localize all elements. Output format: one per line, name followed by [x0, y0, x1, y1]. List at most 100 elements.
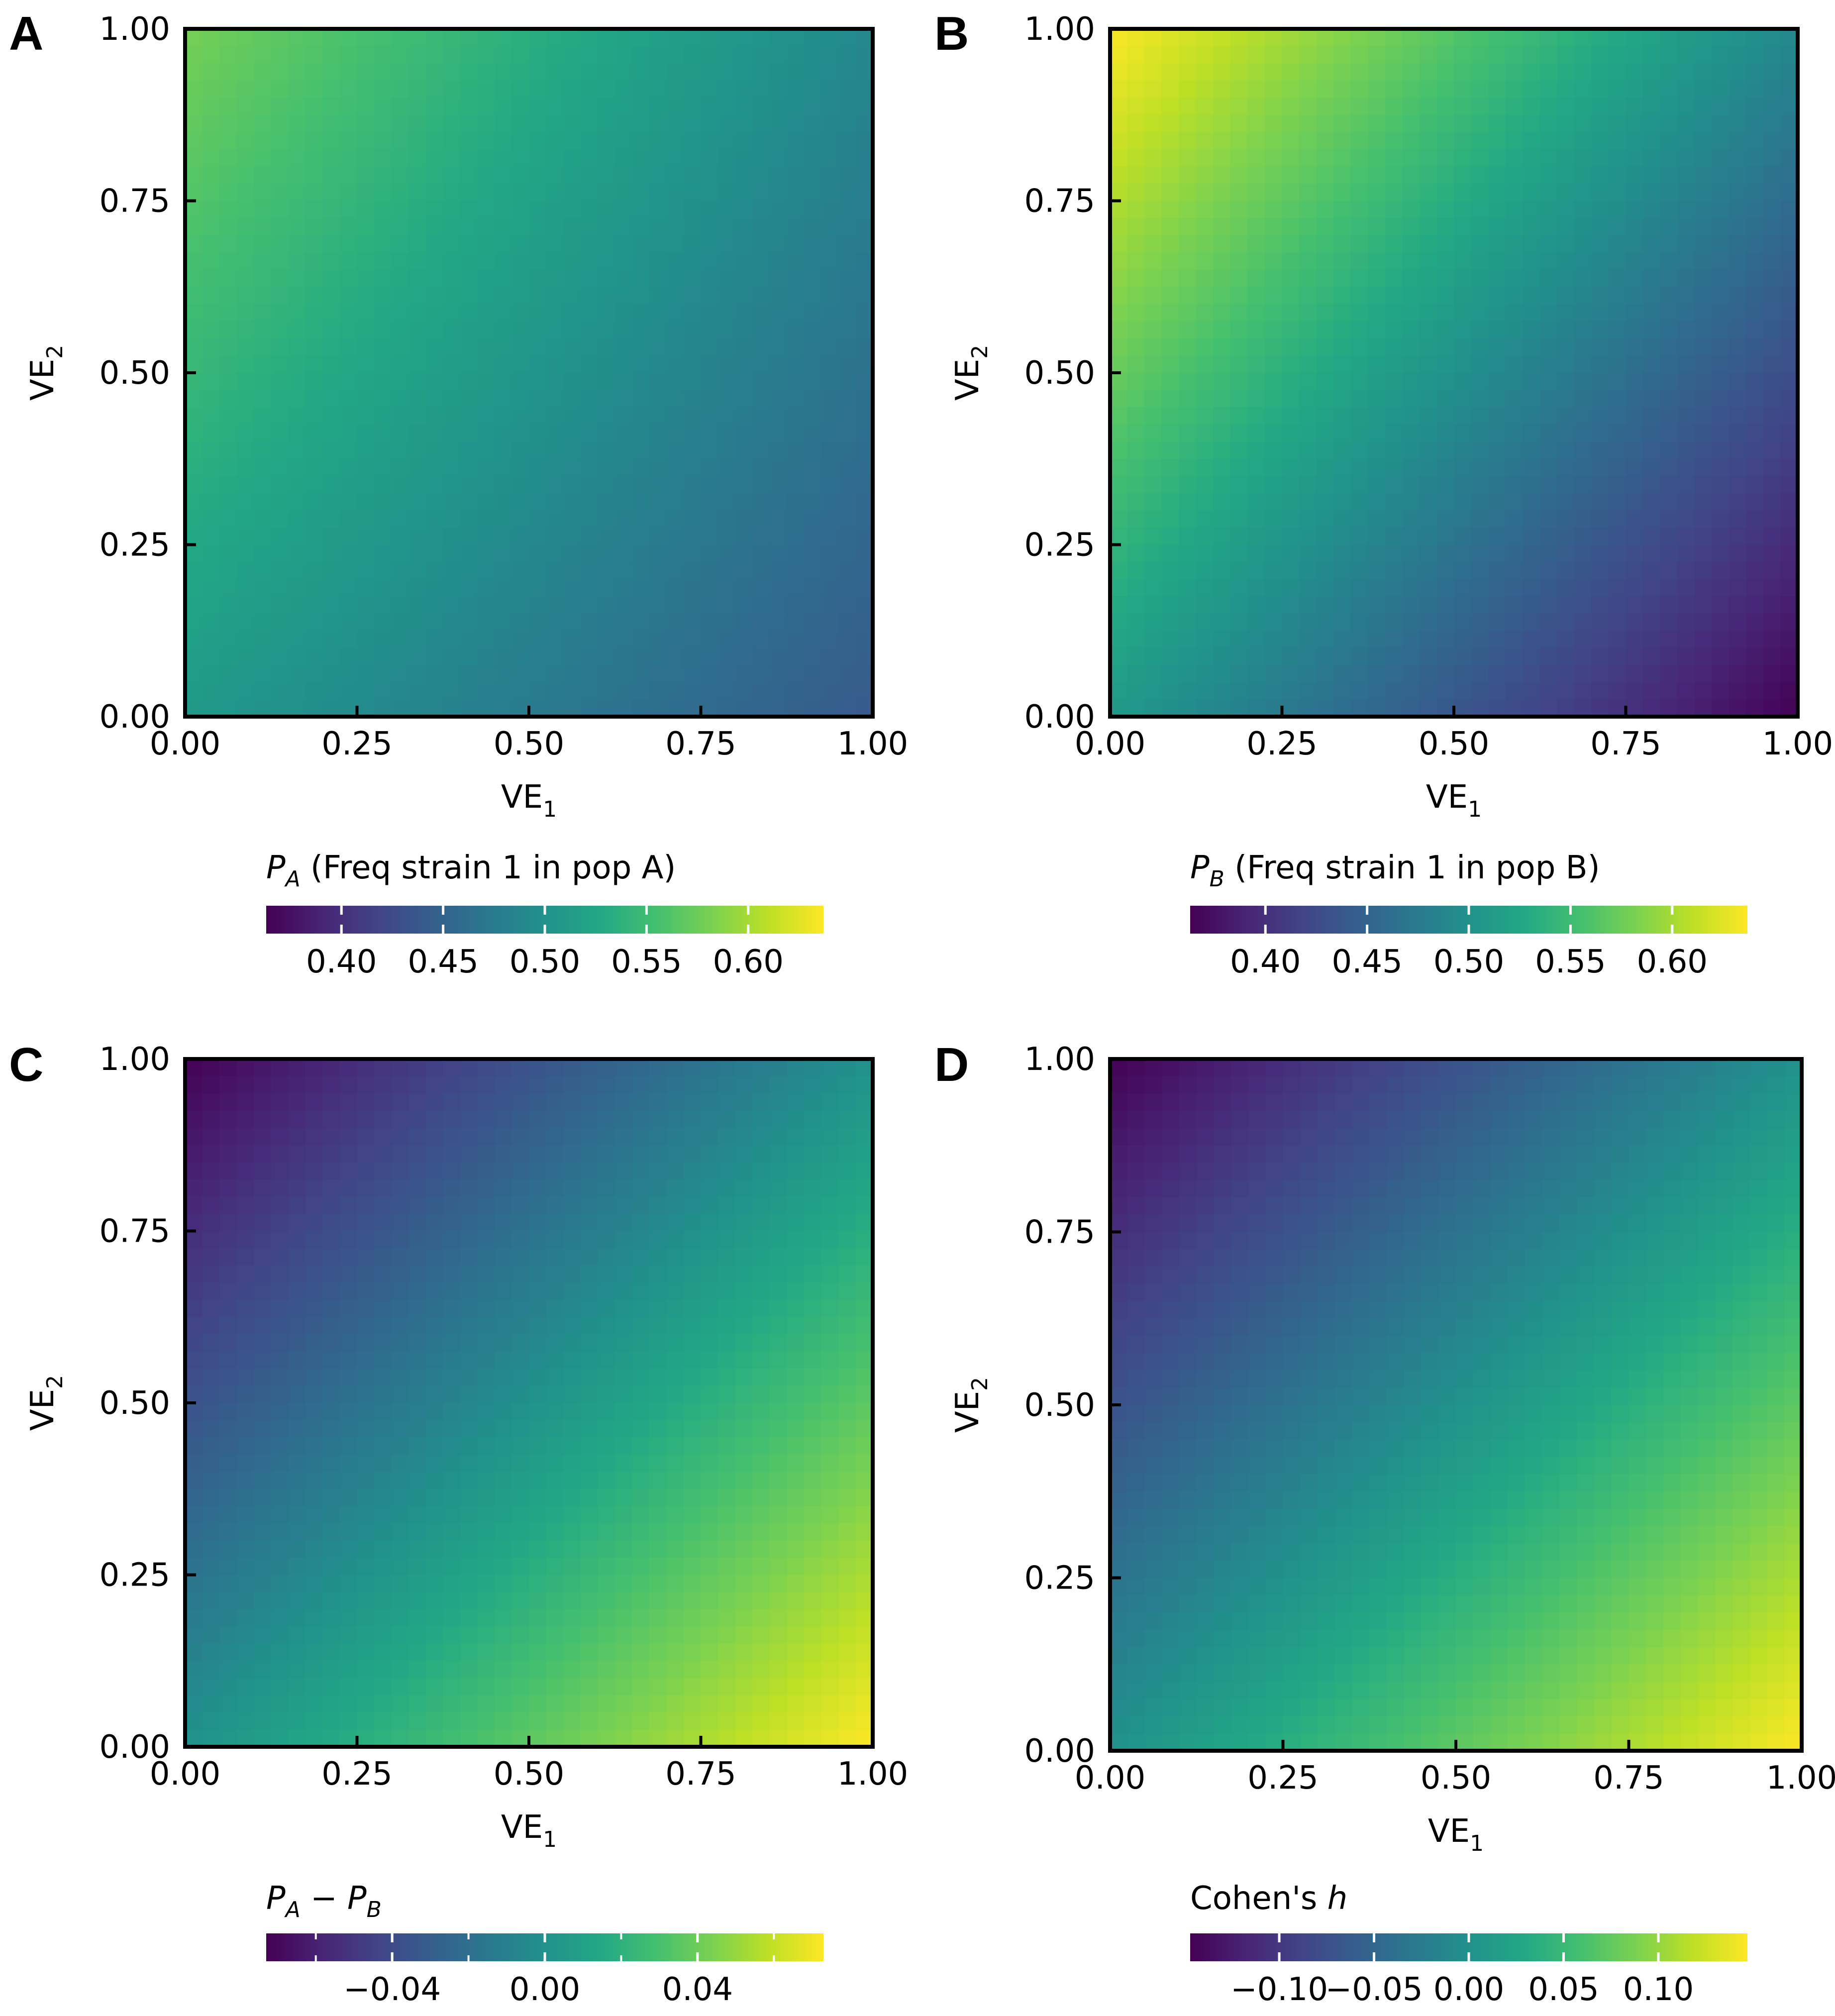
heatmap-cell [202, 373, 220, 391]
heatmap-cell [563, 390, 581, 408]
heatmap-cell [683, 1488, 702, 1507]
heatmap-cell [855, 304, 873, 322]
heatmap-cell [374, 493, 392, 511]
heatmap-cell [1677, 338, 1695, 356]
heatmap-cell [1282, 510, 1300, 528]
heatmap-cell [1746, 321, 1764, 339]
heatmap-cell [1557, 287, 1575, 305]
heatmap-cell [821, 1145, 839, 1163]
heatmap-cell [339, 562, 358, 580]
heatmap-cell [374, 1145, 392, 1163]
heatmap-cell [271, 458, 289, 477]
heatmap-cell [460, 1695, 478, 1713]
heatmap-cell [701, 1076, 718, 1094]
heatmap-cell [1333, 80, 1351, 98]
heatmap-cell [185, 269, 203, 288]
heatmap-cell [460, 218, 478, 236]
heatmap-cell [477, 235, 495, 253]
heatmap-cell [529, 1179, 547, 1197]
heatmap-cell [254, 1472, 272, 1489]
heatmap-cell [1454, 390, 1472, 408]
heatmap-cell [821, 218, 839, 236]
heatmap-cell [1144, 235, 1162, 253]
heatmap-cell [649, 1213, 667, 1232]
heatmap-cell [339, 1678, 358, 1696]
heatmap-cell [322, 355, 340, 373]
heatmap-cell [752, 1643, 770, 1662]
heatmap-cell [1780, 699, 1798, 717]
heatmap-cell [666, 269, 684, 288]
heatmap-cell [305, 1472, 323, 1489]
heatmap-cell [1454, 269, 1472, 288]
heatmap-cell [1127, 201, 1145, 218]
heatmap-cell [322, 562, 340, 580]
heatmap-cell [288, 132, 306, 150]
heatmap-cell [614, 1729, 633, 1747]
heatmap-cell [339, 1540, 358, 1558]
heatmap-cell [1677, 544, 1695, 562]
heatmap-cell [1591, 80, 1609, 98]
heatmap-cell [1385, 562, 1403, 580]
heatmap-cell [1161, 424, 1179, 442]
heatmap-cell [666, 613, 684, 632]
heatmap-cell [563, 1523, 581, 1541]
heatmap-cell [821, 699, 839, 717]
heatmap-cell [683, 562, 702, 580]
heatmap-cell [1179, 544, 1197, 562]
heatmap-cell [855, 29, 873, 47]
heatmap-cell [855, 1110, 873, 1128]
heatmap-cell [1780, 424, 1798, 442]
heatmap-cell [425, 1420, 444, 1438]
heatmap-cell [1282, 218, 1300, 236]
heatmap-cell [787, 1334, 805, 1352]
heatmap-cell [632, 476, 650, 494]
heatmap-cell [1161, 46, 1179, 64]
heatmap-cell [1127, 269, 1145, 288]
heatmap-cell [735, 304, 753, 322]
heatmap-cell [804, 1540, 822, 1558]
heatmap-cell [649, 579, 667, 597]
heatmap-cell [580, 149, 598, 167]
heatmap-cell [821, 1661, 839, 1679]
heatmap-cell [322, 390, 340, 408]
heatmap-cell [1247, 338, 1265, 356]
heatmap-cell [838, 647, 856, 666]
heatmap-cell [1299, 458, 1317, 477]
heatmap-cell [1299, 235, 1317, 253]
heatmap-cell [357, 29, 375, 47]
heatmap-cell [1264, 441, 1283, 459]
heatmap-cell [511, 80, 529, 98]
heatmap-cell [1557, 149, 1575, 167]
heatmap-cell [649, 407, 667, 425]
heatmap-cell [1213, 355, 1231, 373]
heatmap-cell [1196, 304, 1214, 322]
heatmap-cell [838, 1472, 856, 1489]
heatmap-cell [322, 338, 340, 356]
heatmap-cell [718, 1454, 736, 1472]
heatmap-cell [511, 1557, 529, 1576]
heatmap-cell [1523, 304, 1540, 322]
heatmap-cell [683, 476, 702, 494]
heatmap-cell [1660, 98, 1678, 115]
heatmap-cell [408, 252, 426, 270]
heatmap-cell [683, 1557, 702, 1576]
heatmap-cell [254, 493, 272, 511]
heatmap-cell [288, 1454, 306, 1472]
heatmap-cell [236, 1403, 254, 1421]
heatmap-cell [494, 682, 512, 700]
heatmap-cell [271, 218, 289, 236]
heatmap-cell [1213, 166, 1231, 184]
heatmap-cell [580, 1299, 598, 1318]
heatmap-cell [305, 29, 323, 47]
heatmap-cell [1763, 252, 1781, 270]
heatmap-cell [1110, 218, 1128, 236]
heatmap-cell [1402, 613, 1420, 632]
heatmap-cell [649, 132, 667, 150]
heatmap-cell [374, 63, 392, 81]
heatmap-cell [1729, 252, 1747, 270]
heatmap-cell [494, 252, 512, 270]
heatmap-cell [494, 1661, 512, 1679]
heatmap-cell [529, 269, 547, 288]
heatmap-cell [254, 166, 272, 184]
heatmap-cell [1230, 476, 1248, 494]
